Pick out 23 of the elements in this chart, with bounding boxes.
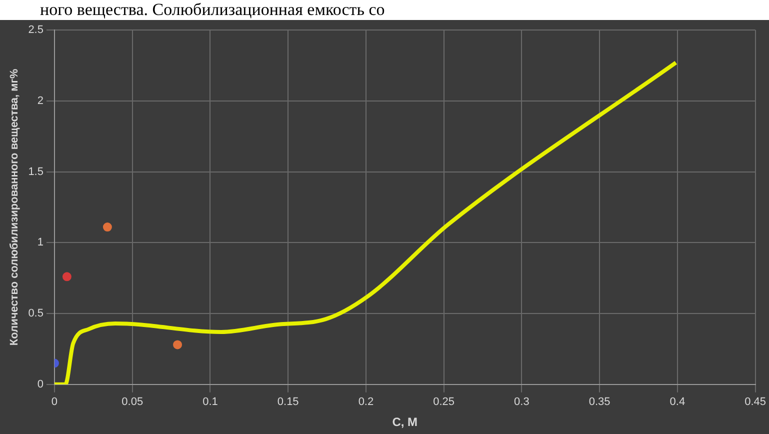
x-tick-label: 0.2 <box>358 396 374 408</box>
y-tick-label: 1.5 <box>28 166 44 178</box>
y-tick-label: 0.5 <box>28 308 44 320</box>
x-tick-label: 0.05 <box>122 396 144 408</box>
x-tick-label: 0.15 <box>277 396 299 408</box>
x-tick-label: 0.3 <box>514 396 530 408</box>
x-tick-label: 0 <box>51 396 58 408</box>
x-tick-label: 0.4 <box>670 396 686 408</box>
y-tick-label: 1 <box>37 236 44 249</box>
y-axis-title: Количество солюбилизированного вещества, мг% <box>8 68 21 346</box>
x-tick-label: 0.45 <box>744 396 766 408</box>
x-axis-title: C, M <box>392 415 418 430</box>
x-tick-label: 0.1 <box>202 396 218 408</box>
point <box>62 272 72 282</box>
y-tick-label: 0 <box>37 378 44 390</box>
y-tick-label: 2.5 <box>28 24 44 36</box>
text: ного вещества. Солюбилизационная емкость со <box>39 0 386 20</box>
point <box>173 340 182 350</box>
point <box>102 222 112 232</box>
line-series <box>54 60 678 384</box>
x-tick-label: 0.25 <box>433 396 455 408</box>
y-tick-label: 2 <box>37 94 44 107</box>
x-tick-label: 0.35 <box>588 396 610 408</box>
